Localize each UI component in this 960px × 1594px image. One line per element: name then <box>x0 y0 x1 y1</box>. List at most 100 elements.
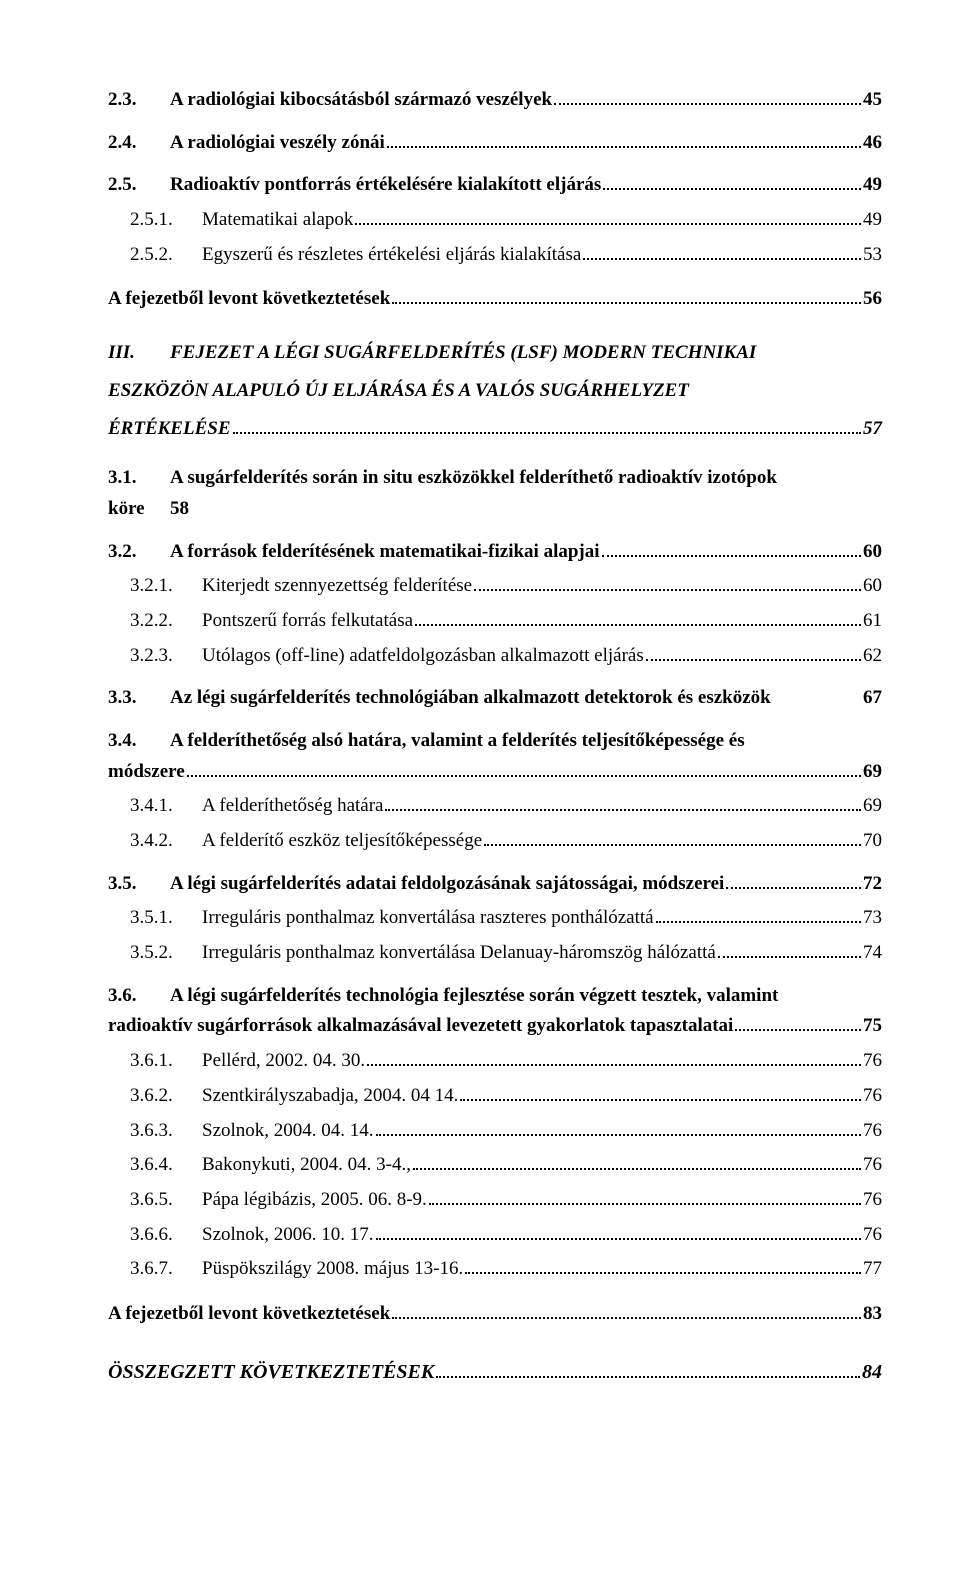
toc-entry-number: 2.5.1. <box>130 208 202 233</box>
toc-entry-page: 76 <box>863 1049 882 1074</box>
toc-entry: 3.6.5.Pápa légibázis, 2005. 06. 8-9. 76 <box>108 1188 882 1213</box>
toc-entry-page: 49 <box>863 208 882 233</box>
toc-entry-number: 3.4.2. <box>130 829 202 854</box>
toc-entry-number: 3.6.3. <box>130 1119 202 1144</box>
toc-entry: 3.1.A sugárfelderítés során in situ eszk… <box>108 466 882 491</box>
toc-entry-number: 3.2.2. <box>130 609 202 634</box>
toc-entry-number: 3.3. <box>108 686 170 711</box>
toc-entry-title: Egyszerű és részletes értékelési eljárás… <box>202 243 581 268</box>
toc-chapter: III.FEJEZET A LÉGI SUGÁRFELDERÍTÉS (LSF)… <box>108 334 882 448</box>
toc-entry-title: Szolnok, 2004. 04. 14. <box>202 1119 374 1144</box>
toc-entry-title: A radiológiai kibocsátásból származó ves… <box>170 88 552 113</box>
toc-entry-number: 3.1. <box>108 466 170 491</box>
toc-entry-page: 74 <box>863 941 882 966</box>
toc-entry-title: A radiológiai veszély zónái <box>170 131 385 156</box>
toc-entry-number: 3.5. <box>108 872 170 897</box>
toc-entry-number: 2.5.2. <box>130 243 202 268</box>
toc-entry-title-continued: radioaktív sugárforrások alkalmazásával … <box>108 1014 733 1039</box>
toc-entry: 2.3.A radiológiai kibocsátásból származó… <box>108 88 882 113</box>
toc-entry-page: 46 <box>863 131 882 156</box>
toc-entry-title: Pontszerű forrás felkutatása <box>202 609 413 634</box>
toc-leader-dots <box>376 1120 861 1135</box>
toc-entry: 3.6.A légi sugárfelderítés technológia f… <box>108 984 882 1039</box>
toc-entry-title: Matematikai alapok <box>202 208 353 233</box>
toc-entry: A fejezetből levont következtetések 56 <box>108 287 882 312</box>
toc-entry-number: 3.5.2. <box>130 941 202 966</box>
toc-entry-page: 67 <box>858 686 882 711</box>
toc-entry-title: Irreguláris ponthalmaz konvertálása Dela… <box>202 941 716 966</box>
toc-entry-title: A légi sugárfelderítés adatai feldolgozá… <box>170 872 724 897</box>
toc-leader-dots <box>392 289 861 304</box>
toc-entry-title-continued: köre <box>108 497 170 522</box>
toc-leader-dots <box>392 1304 861 1319</box>
toc-entry-title: A felderíthetőség alsó határa, valamint … <box>170 729 745 754</box>
toc-entry: 3.3.Az légi sugárfelderítés technológiáb… <box>108 686 882 711</box>
toc-leader-dots <box>376 1224 861 1239</box>
toc-entry-title: Pápa légibázis, 2005. 06. 8-9. <box>202 1188 427 1213</box>
toc-entry-page: 62 <box>863 644 882 669</box>
toc-entry-number: 2.3. <box>108 88 170 113</box>
toc-entry-title: Az légi sugárfelderítés technológiában a… <box>170 686 858 711</box>
toc-entry-page: 60 <box>863 540 882 565</box>
toc-entry-page: 61 <box>863 609 882 634</box>
toc-entry-page: 76 <box>863 1153 882 1178</box>
toc-entry-number: 3.6.2. <box>130 1084 202 1109</box>
toc-leader-dots <box>460 1086 861 1101</box>
toc-entry-number: 3.2. <box>108 540 170 565</box>
toc-entry-page: 56 <box>863 287 882 312</box>
toc-entry-number: 3.6.5. <box>130 1188 202 1213</box>
toc-leader-dots <box>474 576 861 591</box>
toc-entry-page: 45 <box>863 88 882 113</box>
toc-leader-dots <box>484 831 861 846</box>
toc-entry-title: Kiterjedt szennyezettség felderítése <box>202 574 472 599</box>
toc-entry-title: A felderíthetőség határa <box>202 794 383 819</box>
toc-entry-page: 83 <box>863 1302 882 1327</box>
toc-entry-title: A források felderítésének matematikai-fi… <box>170 540 600 565</box>
toc-entry-number: 3.6.4. <box>130 1153 202 1178</box>
toc-leader-dots <box>554 90 861 105</box>
toc-chapter-title-continued: ESZKÖZÖN ALAPULÓ ÚJ ELJÁRÁSA ÉS A VALÓS … <box>108 380 689 401</box>
toc-entry: 2.5.1.Matematikai alapok 49 <box>108 208 882 233</box>
toc-entry-title: Irreguláris ponthalmaz konvertálása rasz… <box>202 906 654 931</box>
toc-chapter-number: III. <box>108 334 170 372</box>
toc-leader-dots <box>726 873 861 888</box>
toc-leader-dots <box>735 1016 861 1031</box>
toc-leader-dots <box>465 1259 861 1274</box>
toc-entry-page: 70 <box>863 829 882 854</box>
toc-chapter-title: FEJEZET A LÉGI SUGÁRFELDERÍTÉS (LSF) MOD… <box>170 334 756 372</box>
toc-leader-dots <box>233 419 862 434</box>
toc-entry: A fejezetből levont következtetések 83 <box>108 1302 882 1327</box>
toc-entry-title: Szolnok, 2006. 10. 17. <box>202 1223 374 1248</box>
toc-leader-dots <box>646 645 861 660</box>
toc-entry-title: Radioaktív pontforrás értékelésére kiala… <box>170 173 601 198</box>
toc-entry-title: A felderítő eszköz teljesítőképessége <box>202 829 482 854</box>
toc-entry: 3.5.A légi sugárfelderítés adatai feldol… <box>108 872 882 897</box>
toc-entry: 3.6.1.Pellérd, 2002. 04. 30. 76 <box>108 1049 882 1074</box>
toc-entry-page: 73 <box>863 906 882 931</box>
toc-entry: 3.4.2.A felderítő eszköz teljesítőképess… <box>108 829 882 854</box>
toc-entry: 3.2.2.Pontszerű forrás felkutatása 61 <box>108 609 882 634</box>
toc-entry-number: 3.2.1. <box>130 574 202 599</box>
toc-entry: 3.5.2.Irreguláris ponthalmaz konvertálás… <box>108 941 882 966</box>
toc-entry-continuation: köre58 <box>108 497 882 522</box>
toc-leader-dots <box>367 1051 861 1066</box>
toc-leader-dots <box>385 796 861 811</box>
toc-leader-dots <box>603 175 861 190</box>
toc-leader-dots <box>583 244 861 259</box>
toc-leader-dots <box>656 908 861 923</box>
toc-entry: 3.6.6.Szolnok, 2006. 10. 17. 76 <box>108 1223 882 1248</box>
toc-entry: 2.4.A radiológiai veszély zónái 46 <box>108 131 882 156</box>
toc-leader-dots <box>355 210 861 225</box>
toc-entry-title: A fejezetből levont következtetések <box>108 1302 390 1327</box>
toc-entry-number: 2.5. <box>108 173 170 198</box>
toc-entry: 3.5.1.Irreguláris ponthalmaz konvertálás… <box>108 906 882 931</box>
toc-entry: 3.4.1.A felderíthetőség határa 69 <box>108 794 882 819</box>
toc-entry-page: 76 <box>863 1223 882 1248</box>
toc-entry-number: 3.4.1. <box>130 794 202 819</box>
toc-entry-number: 3.5.1. <box>130 906 202 931</box>
toc-entry-number: 2.4. <box>108 131 170 156</box>
toc-entry: 3.6.7.Püspökszilágy 2008. május 13-16. 7… <box>108 1257 882 1282</box>
toc-entry-page: 69 <box>863 760 882 785</box>
toc-entry-page: 76 <box>863 1188 882 1213</box>
toc-entry: 3.2.1.Kiterjedt szennyezettség felderíté… <box>108 574 882 599</box>
